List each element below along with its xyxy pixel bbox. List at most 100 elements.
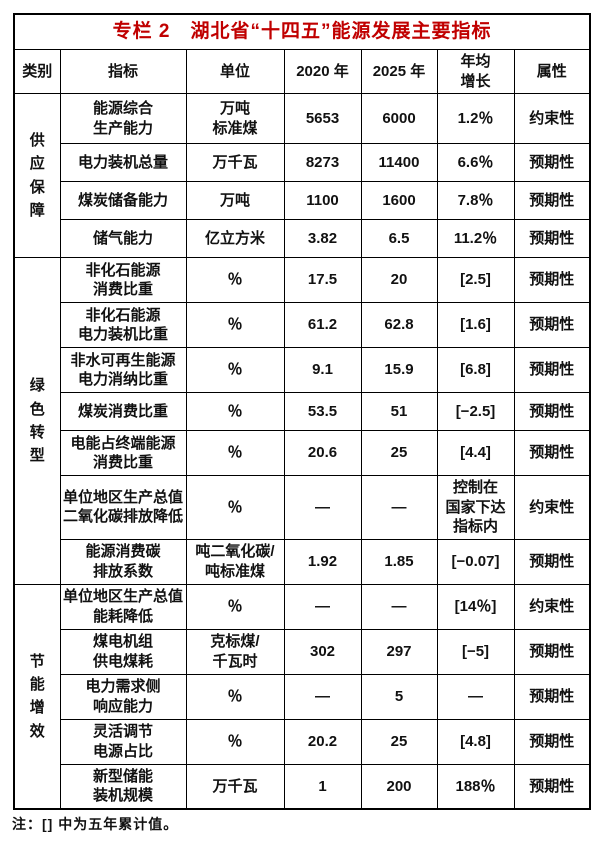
cell-unit: ％: [185, 673, 285, 720]
cell-2025: 62.8: [360, 302, 438, 348]
cell-2025: —: [360, 475, 438, 540]
cell-2025: 6.5: [360, 219, 438, 258]
cell-indicator: 煤电机组 供电煤耗: [59, 628, 187, 675]
cell-unit: ％: [185, 302, 285, 348]
cell-growth: [−5]: [436, 628, 515, 675]
cell-2025: 200: [360, 763, 438, 810]
column-header-category: 类别: [13, 49, 61, 94]
cell-2020: 1: [283, 763, 362, 810]
cell-2020: 5653: [283, 93, 362, 144]
cell-2020: 17.5: [283, 257, 362, 303]
cell-unit: 亿立方米: [185, 219, 285, 258]
column-header-2025: 2025 年: [360, 49, 438, 94]
cell-unit: ％: [185, 718, 285, 765]
cell-growth: 7.8％: [436, 181, 515, 220]
cell-indicator: 单位地区生产总值 二氧化碳排放降低: [59, 475, 187, 540]
cell-unit: 万吨 标准煤: [185, 93, 285, 144]
cell-unit: ％: [185, 475, 285, 540]
table-row: 煤炭消费比重 ％ 53.5 51 [−2.5] 预期性: [14, 392, 591, 431]
cell-indicator: 煤炭储备能力: [59, 181, 187, 220]
cell-growth: 11.2％: [436, 219, 515, 258]
cell-indicator: 电能占终端能源 消费比重: [59, 430, 187, 476]
table-row: 煤电机组 供电煤耗 克标煤/ 千瓦时 302 297 [−5] 预期性: [14, 628, 591, 675]
cell-indicator: 非化石能源 消费比重: [59, 257, 187, 303]
cell-growth: [4.8]: [436, 718, 515, 765]
cell-2025: 6000: [360, 93, 438, 144]
cell-attribute: 预期性: [513, 347, 591, 393]
cell-indicator: 能源综合 生产能力: [59, 93, 187, 144]
document-page: 专栏 2 湖北省“十四五”能源发展主要指标 类别 指标 单位 2020 年 20…: [0, 13, 600, 856]
cell-2020: 53.5: [283, 392, 362, 431]
cell-unit: ％: [185, 392, 285, 431]
cell-2020: 1100: [283, 181, 362, 220]
cell-indicator: 能源消费碳 排放系数: [59, 538, 187, 585]
table-row: 节能增效 单位地区生产总值 能耗降低 ％ — — [14％] 约束性: [13, 583, 591, 810]
cell-attribute: 预期性: [513, 257, 591, 303]
table-row: 电能占终端能源 消费比重 ％ 20.6 25 [4.4] 预期性: [14, 430, 591, 476]
cell-unit: ％: [185, 347, 285, 393]
cell-growth: [4.4]: [436, 430, 515, 476]
cell-2020: 8273: [283, 143, 362, 182]
cell-growth: [6.8]: [436, 347, 515, 393]
table-row: 非水可再生能源 电力消纳比重 ％ 9.1 15.9 [6.8] 预期性: [14, 347, 591, 393]
cell-growth: 188％: [436, 763, 515, 810]
table-row: 电力装机总量 万千瓦 8273 11400 6.6％ 预期性: [14, 143, 591, 182]
cell-attribute: 预期性: [513, 718, 591, 765]
cell-2025: 51: [360, 392, 438, 431]
cell-unit: ％: [185, 430, 285, 476]
table-row: 储气能力 亿立方米 3.82 6.5 11.2％ 预期性: [14, 219, 591, 258]
cell-indicator: 储气能力: [59, 219, 187, 258]
table-row: 供应保障 能源综合 生产能力 万吨 标准煤 5653 6000 1.2％ 约束性: [13, 93, 591, 258]
table-title-row: 专栏 2 湖北省“十四五”能源发展主要指标: [13, 13, 591, 50]
cell-attribute: 预期性: [513, 763, 591, 810]
cell-growth: 控制在 国家下达 指标内: [436, 475, 515, 540]
column-header-indicator: 指标: [59, 49, 187, 94]
cell-indicator: 非水可再生能源 电力消纳比重: [59, 347, 187, 393]
cell-2025: 25: [360, 430, 438, 476]
cell-attribute: 预期性: [513, 628, 591, 675]
cell-2025: 1.85: [360, 538, 438, 585]
table-row: 能源消费碳 排放系数 吨二氧化碳/ 吨标准煤 1.92 1.85 [−0.07]…: [14, 538, 591, 585]
cell-attribute: 预期性: [513, 430, 591, 476]
cell-2020: 3.82: [283, 219, 362, 258]
column-header-annual-growth: 年均 增长: [436, 49, 515, 94]
cell-2025: 5: [360, 673, 438, 720]
cell-attribute: 约束性: [513, 93, 591, 144]
footnote: 注：[] 中为五年累计值。: [12, 816, 179, 832]
cell-attribute: 预期性: [513, 219, 591, 258]
cell-2025: 20: [360, 257, 438, 303]
cell-growth: [2.5]: [436, 257, 515, 303]
cell-growth: 6.6％: [436, 143, 515, 182]
cell-growth: [−2.5]: [436, 392, 515, 431]
cell-2025: 297: [360, 628, 438, 675]
column-header-attribute: 属性: [513, 49, 591, 94]
cell-2025: 1600: [360, 181, 438, 220]
category-cell-green: 绿色转型: [13, 257, 61, 585]
cell-unit: 万千瓦: [185, 143, 285, 182]
cell-2020: —: [283, 583, 362, 630]
cell-growth: [−0.07]: [436, 538, 515, 585]
table-row: 单位地区生产总值 二氧化碳排放降低 ％ — — 控制在 国家下达 指标内 约束性: [14, 475, 591, 540]
cell-attribute: 预期性: [513, 143, 591, 182]
cell-2020: 9.1: [283, 347, 362, 393]
column-header-2020: 2020 年: [283, 49, 362, 94]
cell-attribute: 预期性: [513, 392, 591, 431]
table-row: 煤炭储备能力 万吨 1100 1600 7.8％ 预期性: [14, 181, 591, 220]
cell-indicator: 煤炭消费比重: [59, 392, 187, 431]
cell-unit: 克标煤/ 千瓦时: [185, 628, 285, 675]
cell-growth: [1.6]: [436, 302, 515, 348]
cell-2025: —: [360, 583, 438, 630]
column-header-unit: 单位: [185, 49, 285, 94]
energy-indicators-table: 专栏 2 湖北省“十四五”能源发展主要指标 类别 指标 单位 2020 年 20…: [13, 13, 592, 810]
cell-attribute: 预期性: [513, 538, 591, 585]
cell-2020: —: [283, 673, 362, 720]
cell-growth: [14％]: [436, 583, 515, 630]
table-row: 绿色转型 非化石能源 消费比重 ％ 17.5 20 [2.5] 预期性: [13, 257, 591, 585]
cell-2020: 1.92: [283, 538, 362, 585]
cell-2025: 25: [360, 718, 438, 765]
category-cell-efficiency: 节能增效: [13, 583, 61, 810]
cell-unit: ％: [185, 583, 285, 630]
table-title: 专栏 2 湖北省“十四五”能源发展主要指标: [13, 13, 591, 50]
cell-2020: —: [283, 475, 362, 540]
cell-2025: 11400: [360, 143, 438, 182]
